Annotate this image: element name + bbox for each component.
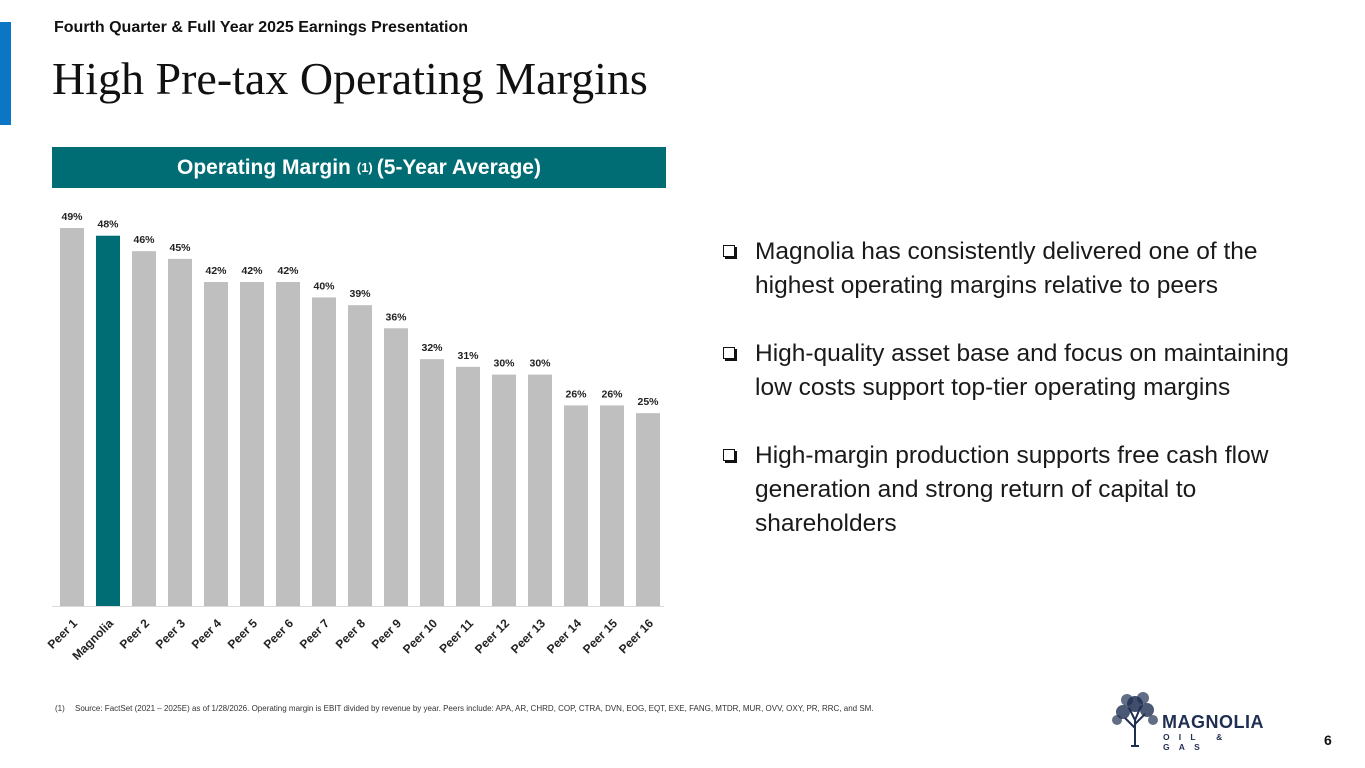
- bar-peer-3: [168, 258, 192, 606]
- checkbox-bullet-icon: [723, 245, 735, 257]
- bar-peer-6: [276, 282, 300, 606]
- data-label: 48%: [97, 219, 119, 231]
- data-label: 42%: [241, 265, 263, 277]
- chart-title-footnote-ref: (1): [356, 160, 373, 175]
- bullet-item: Magnolia has consistently delivered one …: [720, 235, 1320, 303]
- data-label: 49%: [61, 211, 83, 223]
- bar-peer-13: [528, 374, 552, 606]
- bar-peer-7: [312, 297, 336, 606]
- bar-peer-2: [132, 251, 156, 606]
- data-label: 32%: [421, 342, 443, 354]
- bar-peer-16: [636, 413, 660, 606]
- data-label: 31%: [457, 350, 479, 362]
- data-label: 25%: [637, 396, 659, 408]
- bullet-item: High-margin production supports free cas…: [720, 439, 1320, 541]
- data-label: 30%: [493, 358, 515, 370]
- footnote-text: Source: FactSet (2021 – 2025E) as of 1/2…: [75, 704, 874, 713]
- bar-peer-14: [564, 405, 588, 606]
- footnote: (1) Source: FactSet (2021 – 2025E) as of…: [55, 704, 874, 713]
- data-label: 30%: [529, 358, 551, 370]
- x-tick-label: Peer 7: [297, 616, 333, 652]
- company-logo: MAGNOLIA OIL & GAS: [1105, 688, 1275, 752]
- data-label: 40%: [313, 280, 335, 292]
- x-tick-label: Peer 15: [580, 616, 620, 656]
- bar-peer-9: [384, 328, 408, 606]
- page-title: High Pre-tax Operating Margins: [52, 53, 648, 104]
- footnote-marker: (1): [55, 704, 65, 713]
- bar-peer-8: [348, 305, 372, 606]
- bar-peer-15: [600, 405, 624, 606]
- bullet-list: Magnolia has consistently delivered one …: [720, 235, 1320, 575]
- x-tick-label: Peer 6: [261, 616, 297, 652]
- page-number: 6: [1324, 732, 1332, 748]
- bar-peer-11: [456, 366, 480, 606]
- bar-peer-1: [60, 228, 84, 606]
- x-tick-label: Peer 11: [436, 616, 476, 656]
- bar-peer-4: [204, 282, 228, 606]
- x-tick-label: Peer 10: [400, 616, 440, 656]
- logo-wordmark: MAGNOLIA: [1162, 712, 1264, 732]
- tree-icon: [1112, 692, 1158, 747]
- data-label: 45%: [169, 242, 191, 254]
- data-label: 42%: [205, 265, 227, 277]
- data-label: 39%: [349, 288, 371, 300]
- x-tick-label: Peer 16: [616, 616, 656, 656]
- bullet-text: Magnolia has consistently delivered one …: [755, 238, 1258, 299]
- data-label: 26%: [601, 388, 623, 400]
- data-label: 42%: [277, 265, 299, 277]
- bullet-text: High-margin production supports free cas…: [755, 442, 1269, 537]
- checkbox-bullet-icon: [723, 347, 735, 359]
- bullet-text: High-quality asset base and focus on mai…: [755, 340, 1289, 401]
- logo-subtitle: OIL & GAS: [1163, 732, 1232, 752]
- checkbox-bullet-icon: [723, 449, 735, 461]
- x-tick-label: Peer 14: [544, 616, 584, 656]
- chart-title-banner: Operating Margin (1) (5-Year Average): [52, 147, 666, 188]
- chart-title-label: Operating Margin: [177, 155, 351, 179]
- x-tick-label: Peer 13: [508, 616, 548, 656]
- bar-peer-10: [420, 359, 444, 606]
- presentation-subtitle: Fourth Quarter & Full Year 2025 Earnings…: [54, 19, 469, 36]
- x-tick-label: Peer 8: [333, 616, 369, 652]
- x-tick-label: Peer 5: [225, 616, 261, 652]
- x-tick-label: Peer 4: [189, 616, 225, 652]
- bullet-item: High-quality asset base and focus on mai…: [720, 337, 1320, 405]
- x-tick-label: Peer 12: [472, 616, 512, 656]
- data-label: 26%: [565, 388, 587, 400]
- bar-peer-5: [240, 282, 264, 606]
- data-label: 36%: [385, 311, 407, 323]
- x-tick-label: Peer 3: [153, 616, 189, 652]
- x-tick-label: Peer 2: [117, 616, 153, 652]
- accent-bar: [0, 22, 11, 125]
- data-label: 46%: [133, 234, 155, 246]
- bar-magnolia: [96, 235, 120, 606]
- chart-title-suffix: (5-Year Average): [376, 155, 541, 179]
- bar-peer-12: [492, 374, 516, 606]
